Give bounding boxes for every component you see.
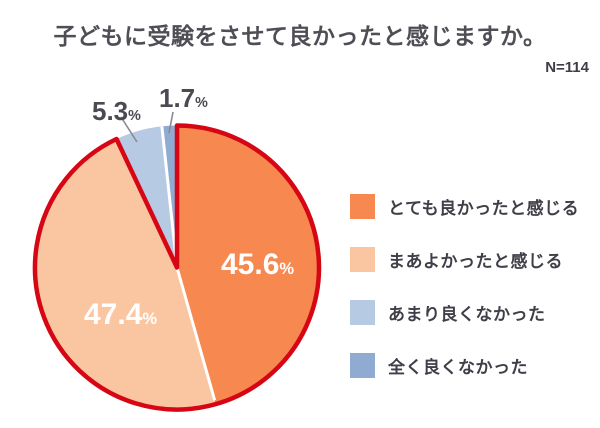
pie-dividers-layer <box>160 126 217 401</box>
percent-sign: % <box>142 310 158 328</box>
legend-label-0: とても良かったと感じる <box>388 199 580 218</box>
pie-slice-0 <box>177 125 320 405</box>
slice-value-2: 5.3 <box>92 96 129 126</box>
percent-sign: % <box>128 108 141 124</box>
slice-value-label-1: 47.4% <box>84 300 157 330</box>
leader-lines-layer <box>120 111 174 143</box>
sample-size-label: N=114 <box>545 59 589 76</box>
legend: とても良かったと感じる まあよかったと感じる あまり良くなかった 全く良くなかっ… <box>350 194 579 378</box>
legend-label-3: 全く良くなかった <box>388 358 528 377</box>
slice-divider-2 <box>160 126 179 268</box>
percent-sign: % <box>279 260 295 278</box>
slice-value-3: 1.7 <box>159 83 196 113</box>
legend-item-1: まあよかったと感じる <box>350 247 579 272</box>
slice-value-1: 47.4 <box>84 298 143 331</box>
pie-slice-1 <box>34 139 216 410</box>
leader-line-slice-3 <box>168 111 174 134</box>
percent-sign: % <box>195 95 208 111</box>
slice-value-0: 45.6 <box>221 248 280 281</box>
pie-outline-layer <box>32 123 322 412</box>
legend-swatch-0 <box>350 194 375 219</box>
slice-value-label-3: 1.7% <box>159 85 208 111</box>
legend-label-1: まあよかったと感じる <box>388 252 563 271</box>
legend-item-3: 全く良くなかった <box>350 353 579 378</box>
leader-line-slice-2 <box>120 116 138 143</box>
slice-value-label-0: 45.6% <box>221 250 294 280</box>
legend-item-0: とても良かったと感じる <box>350 194 579 219</box>
legend-swatch-2 <box>350 300 375 325</box>
legend-label-2: あまり良くなかった <box>388 305 546 324</box>
pie-red-outline <box>32 123 322 412</box>
chart-title: 子どもに受験をさせて良かったと感じますか。 <box>53 23 547 49</box>
legend-swatch-3 <box>350 353 375 378</box>
slice-value-label-2: 5.3% <box>92 98 141 124</box>
legend-item-2: あまり良くなかった <box>350 300 579 325</box>
legend-swatch-1 <box>350 247 375 272</box>
slice-divider-0 <box>175 267 217 401</box>
